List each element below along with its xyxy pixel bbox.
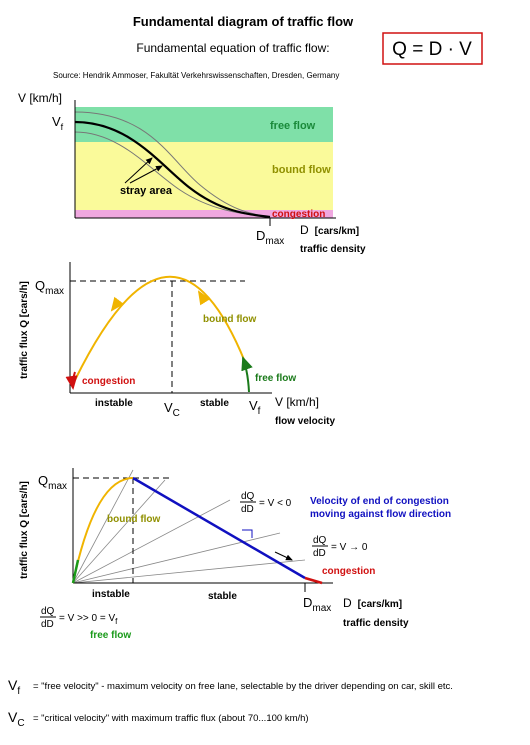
stray-curve xyxy=(74,111,271,218)
unit: [cars/km] xyxy=(358,599,402,610)
flux-curve xyxy=(74,275,246,381)
zone-free xyxy=(75,107,333,142)
title: Fundamental diagram of traffic flow xyxy=(133,14,354,29)
dmax-label: Dmax xyxy=(303,595,331,614)
qmax-label: Qmax xyxy=(35,278,64,297)
x-axis-label: D [cars/km] xyxy=(300,223,359,237)
rest: = V >> 0 = xyxy=(59,613,108,624)
vc-label: VC xyxy=(164,400,180,419)
diagram-1: V [km/h] Vf free flow bound flow congest… xyxy=(18,91,366,255)
congestion-label: congestion xyxy=(82,376,135,387)
region-label: instable xyxy=(95,398,133,409)
fraction-rest: = V → 0 xyxy=(331,542,368,553)
free-label: free flow xyxy=(255,373,296,384)
footer-text: = "free velocity" - maximum velocity on … xyxy=(33,681,453,692)
y-axis-label: V [km/h] xyxy=(18,91,62,105)
x-axis-label: D [cars/km] xyxy=(343,596,402,610)
x-axis-name: traffic density xyxy=(300,244,366,255)
slope-rays xyxy=(72,469,306,584)
arrow xyxy=(274,551,293,561)
free-label: free flow xyxy=(90,630,131,641)
dmax-label: Dmax xyxy=(256,228,284,247)
arrow xyxy=(129,165,163,184)
zone-bound xyxy=(75,142,333,210)
congestion-label: congestion xyxy=(322,566,375,577)
zone-label: congestion xyxy=(272,209,325,220)
congestion-line xyxy=(132,476,306,580)
zone-congestion xyxy=(75,210,333,218)
fraction-den: dD xyxy=(313,548,326,559)
region-label: stable xyxy=(200,398,229,409)
y-axis-label: traffic flux Q [cars/h] xyxy=(19,481,30,579)
note: Velocity of end of congestion xyxy=(310,496,449,507)
main: D xyxy=(303,595,312,610)
arrow xyxy=(124,157,153,184)
arrow xyxy=(197,290,211,306)
sub: max xyxy=(312,603,331,614)
source: Source: Hendrik Ammoser, Fakultät Verkeh… xyxy=(53,71,339,80)
sub: C xyxy=(173,408,180,419)
main: V xyxy=(108,613,115,624)
main: D xyxy=(300,223,309,237)
main: V xyxy=(52,114,61,129)
note: moving against flow direction xyxy=(310,509,451,520)
region-label: stable xyxy=(208,591,237,602)
region-label: instable xyxy=(92,589,130,600)
footer-symbol: VC xyxy=(8,709,25,729)
x-axis-label: V [km/h] xyxy=(275,395,319,409)
main: Q xyxy=(35,278,45,293)
footer-text: = "critical velocity" with maximum traff… xyxy=(33,713,309,724)
stray-label: stray area xyxy=(120,185,173,197)
zone-label: free flow xyxy=(270,120,316,132)
diagram-2: traffic flux Q [cars/h] Qmax bound flow … xyxy=(19,262,335,427)
fraction-rest: = V < 0 xyxy=(259,498,292,509)
fraction-num: dQ xyxy=(313,535,327,546)
diagram-3: traffic flux Q [cars/h] Qmax bound flow … xyxy=(19,468,451,641)
unit: [cars/km] xyxy=(315,226,359,237)
bound-label: bound flow xyxy=(203,314,257,325)
congestion-end xyxy=(304,576,323,585)
sub: max xyxy=(265,236,284,247)
main: D xyxy=(343,596,352,610)
main: D xyxy=(256,228,265,243)
arrow xyxy=(110,296,124,312)
subtitle: Fundamental equation of traffic flow: xyxy=(136,41,329,55)
qmax-label: Qmax xyxy=(38,473,67,492)
x-axis-name: flow velocity xyxy=(275,416,335,427)
main: V xyxy=(8,677,18,693)
sub: f xyxy=(61,122,64,132)
equation: Q = D · V xyxy=(392,39,472,60)
speed-curve xyxy=(74,120,271,219)
sub: f xyxy=(17,686,20,697)
fraction-num: dQ xyxy=(241,491,255,502)
equation-box xyxy=(382,32,483,65)
congestion-arrow xyxy=(65,371,78,390)
fraction-den: dD xyxy=(41,619,54,630)
sub: f xyxy=(258,406,261,417)
main: Q xyxy=(38,473,48,488)
free-arrow xyxy=(241,356,253,393)
slope-marker xyxy=(242,529,253,538)
vf-label: Vf xyxy=(52,114,64,132)
zone-label: bound flow xyxy=(272,164,331,176)
bound-label: bound flow xyxy=(107,514,161,525)
sub: C xyxy=(17,718,24,729)
main: V xyxy=(249,398,258,413)
fraction-num: dQ xyxy=(41,606,55,617)
sub: f xyxy=(115,617,118,626)
y-axis-label: traffic flux Q [cars/h] xyxy=(19,281,30,379)
fraction-den: dD xyxy=(241,504,254,515)
vf-label: Vf xyxy=(249,398,261,417)
sub: max xyxy=(45,286,64,297)
sub: max xyxy=(48,481,67,492)
footer-symbol: Vf xyxy=(8,677,20,697)
fraction-rest: = V >> 0 = Vf xyxy=(59,613,118,626)
main: V xyxy=(8,709,18,725)
x-axis-name: traffic density xyxy=(343,618,409,629)
main: V xyxy=(164,400,173,415)
free-segment xyxy=(71,559,80,584)
